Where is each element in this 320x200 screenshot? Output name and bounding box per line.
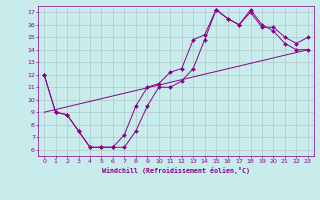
X-axis label: Windchill (Refroidissement éolien,°C): Windchill (Refroidissement éolien,°C) — [102, 167, 250, 174]
